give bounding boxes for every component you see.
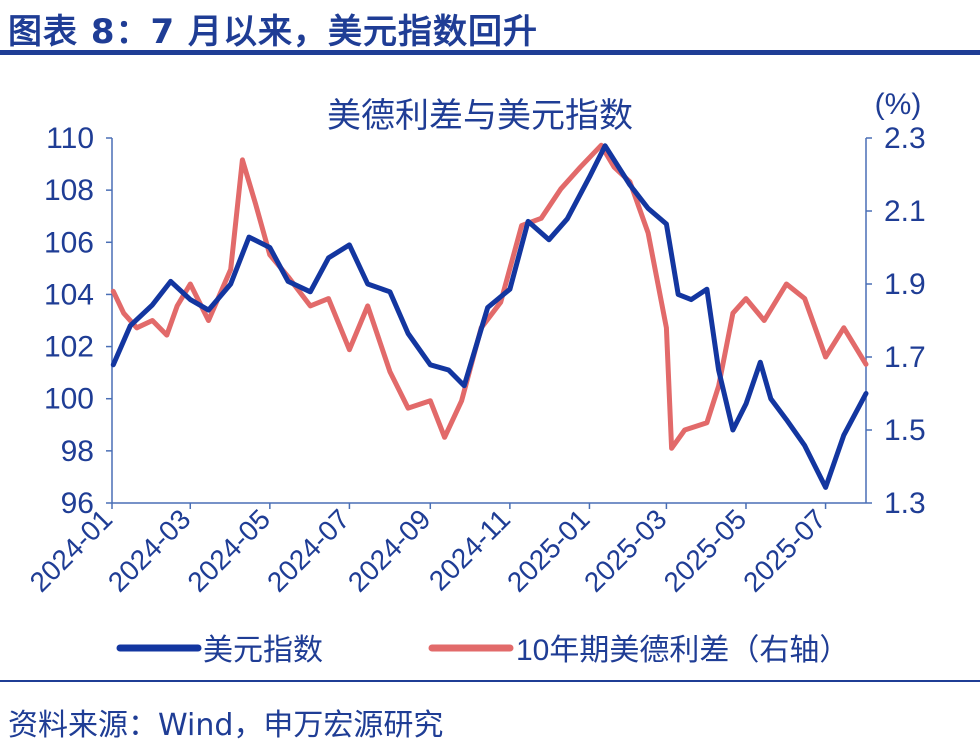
x-tick-label: 2025-05 xyxy=(658,503,753,598)
x-tick-label: 2025-03 xyxy=(578,503,673,598)
y-right-tick-label: 2.3 xyxy=(884,122,926,155)
legend-label-spread: 10年期美德利差（右轴） xyxy=(516,634,849,667)
x-tick-label: 2024-05 xyxy=(182,503,277,598)
y-right-tick-label: 2.1 xyxy=(884,195,926,228)
y-right-tick-label: 1.5 xyxy=(884,414,926,447)
y-right-tick-label: 1.9 xyxy=(884,268,926,301)
y-left-tick-label: 106 xyxy=(44,226,94,259)
x-tick-label: 2024-09 xyxy=(342,503,437,598)
y-left-tick-label: 96 xyxy=(61,487,94,520)
y-right-tick-label: 1.7 xyxy=(884,341,926,374)
y-left-tick-label: 110 xyxy=(46,122,94,155)
x-tick-label: 2024-07 xyxy=(261,503,356,598)
y-left-tick-label: 100 xyxy=(44,383,94,416)
x-tick-label: 2025-07 xyxy=(737,503,832,598)
y-left-tick-label: 104 xyxy=(44,278,94,311)
y-left-tick-label: 102 xyxy=(44,331,94,364)
series-line-spread xyxy=(110,142,869,451)
source-note: 资料来源：Wind，申万宏源研究 xyxy=(8,708,444,743)
y-left-tick-label: 98 xyxy=(61,435,94,468)
figure-title: 图表 8：7 月以来，美元指数回升 xyxy=(8,12,538,52)
y-right-tick-label: 1.3 xyxy=(884,487,926,520)
y-left-tick-label: 108 xyxy=(44,174,94,207)
x-tick-label: 2025-01 xyxy=(501,503,596,598)
legend-label-usd-index: 美元指数 xyxy=(203,634,323,667)
x-tick-label: 2024-03 xyxy=(102,503,197,598)
footer-rule xyxy=(0,680,980,682)
dollar-index-spread-chart: 美德利差与美元指数 (%) 110 108 106 104 102 100 98 96 2.3 2… xyxy=(24,88,926,667)
legend: 美元指数 10年期美德利差（右轴） xyxy=(116,634,849,667)
series-layer xyxy=(110,142,869,490)
right-axis-unit: (%) xyxy=(875,88,922,121)
title-rule xyxy=(0,50,980,55)
series-line-usd-index xyxy=(110,143,869,490)
chart-title: 美德利差与美元指数 xyxy=(327,97,633,135)
x-tick-label: 2024-11 xyxy=(423,503,516,596)
